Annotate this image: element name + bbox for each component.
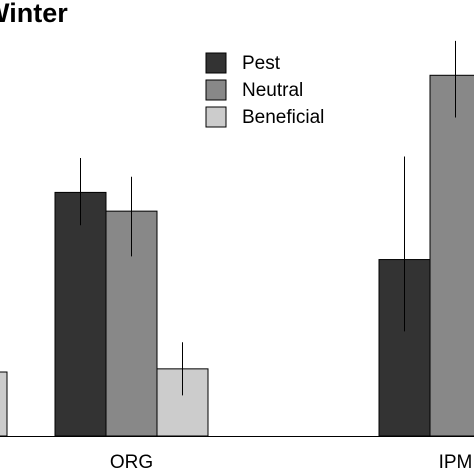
chart-title: Winter bbox=[0, 0, 68, 28]
bar-org-pest bbox=[54, 191, 107, 437]
legend-label-pest: Pest bbox=[242, 53, 281, 74]
legend-swatch-pest bbox=[205, 52, 227, 74]
tick-labels-layer: ORG IPM bbox=[110, 452, 473, 473]
legend-label-beneficial: Beneficial bbox=[242, 107, 324, 128]
x-tick-label-org: ORG bbox=[110, 452, 153, 473]
bars-layer bbox=[54, 74, 474, 437]
legend-swatch-beneficial bbox=[205, 106, 227, 128]
x-tick-label-ipm: IPM bbox=[439, 452, 473, 473]
partial-bar-left-edge bbox=[0, 371, 8, 437]
legend-swatch-neutral bbox=[205, 79, 227, 101]
error-bars-layer bbox=[80, 40, 456, 396]
legend-label-neutral: Neutral bbox=[242, 80, 303, 101]
bar-ipm-neutral bbox=[429, 74, 474, 437]
legend: Pest Neutral Beneficial bbox=[205, 52, 324, 128]
